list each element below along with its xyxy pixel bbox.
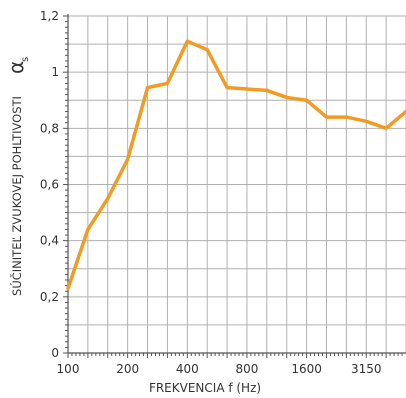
- x-tick-label: 3150: [351, 362, 382, 376]
- x-tick-label: 100: [57, 362, 80, 376]
- series-line: [66, 39, 406, 291]
- y-tick-label: 0,8: [40, 121, 59, 135]
- labels: 0 0,2 0,4 0,6 0,8 1 1,2 100 200 400 800 1600 3150 FRE…: [4, 9, 382, 395]
- y-tick-label: 0,6: [40, 178, 59, 192]
- y-axis-symbol: α: [4, 61, 28, 74]
- x-tick-label: 200: [116, 362, 139, 376]
- y-tick-label: 1: [51, 65, 59, 79]
- axes: [63, 14, 406, 358]
- x-axis-title: FREKVENCIA f (Hz): [149, 381, 261, 395]
- x-tick-label: 1600: [291, 362, 322, 376]
- x-tick-label: 400: [176, 362, 199, 376]
- y-tick-label: 0,2: [40, 290, 59, 304]
- y-axis-symbol-subscript: s: [20, 57, 31, 62]
- y-tick-label: 0,4: [40, 234, 59, 248]
- y-tick-label: 0: [51, 346, 59, 360]
- x-tick-label: 800: [235, 362, 258, 376]
- y-tick-label: 1,2: [40, 9, 59, 23]
- y-axis-title: SÚČINITEĽ ZVUKOVEJ POHLTIVOSTI: [9, 96, 24, 296]
- series: [66, 39, 406, 291]
- grid: [67, 15, 406, 353]
